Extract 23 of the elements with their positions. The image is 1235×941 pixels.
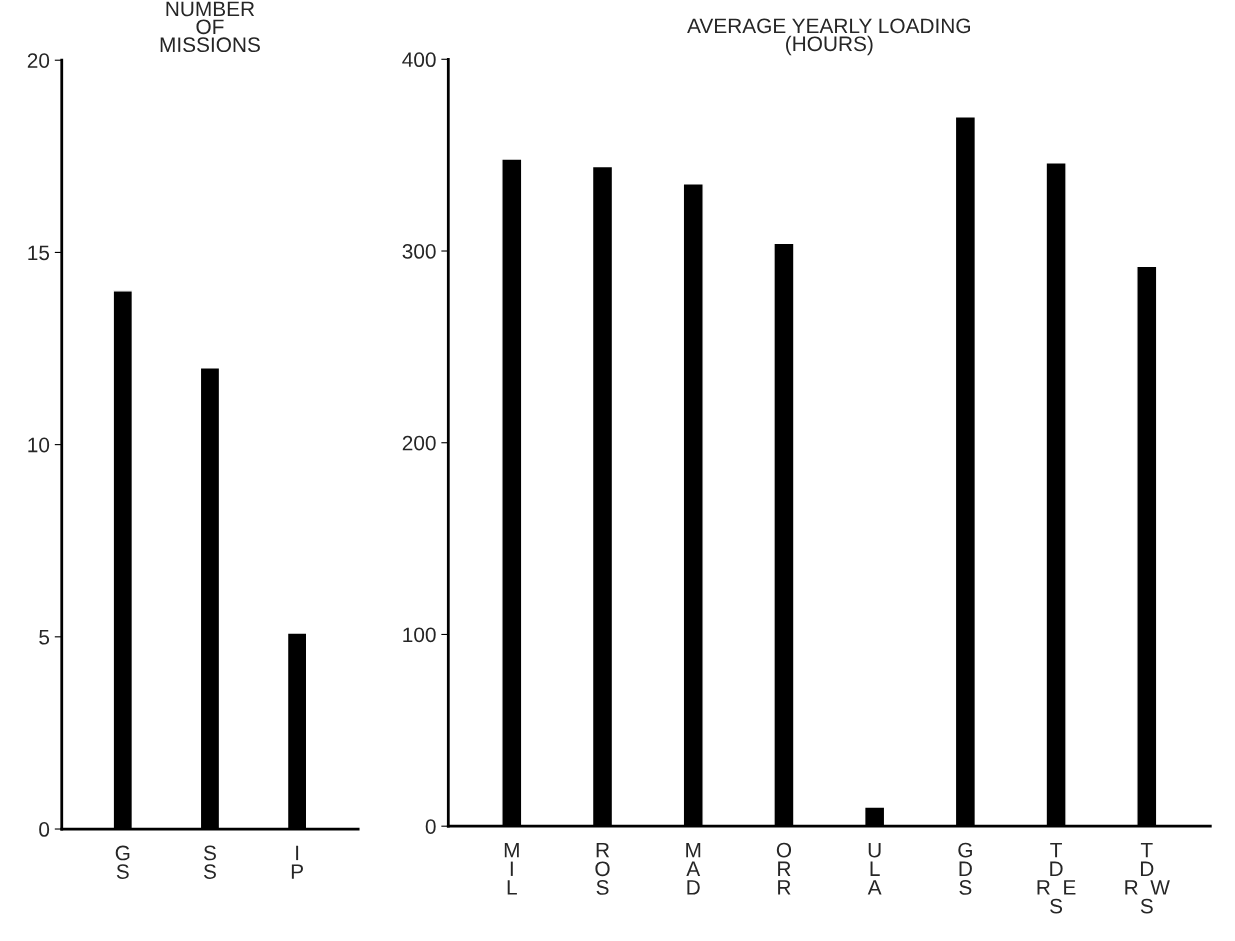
x-tick-label: O R R <box>776 842 792 895</box>
x-tick-label: G S <box>115 845 130 879</box>
y-tick-label: 5 <box>39 630 50 645</box>
y-tick-label: 100 <box>403 627 436 643</box>
y-tick-label: 10 <box>28 437 50 453</box>
x-tick-label: G D S <box>958 842 972 895</box>
y-tick-label: 15 <box>28 245 50 261</box>
y-tick-label: 0 <box>425 819 436 834</box>
x-tick-label: S S <box>203 845 216 879</box>
x-tick-label: I P <box>291 845 303 879</box>
y-tick-label: 0 <box>39 822 50 837</box>
x-tick-label: M A D <box>686 842 701 895</box>
x-tick-label: T D R W S <box>1125 842 1170 914</box>
x-tick-label: R O S <box>595 842 610 895</box>
chart-title: NUMBER OF MISSIONS <box>160 1 260 53</box>
x-tick-label: U L A <box>867 842 882 895</box>
x-tick-label: M I L <box>504 842 519 895</box>
chart-title: AVERAGE YEARLY LOADING (HOURS) <box>687 18 970 56</box>
y-tick-label: 400 <box>402 52 436 68</box>
y-tick-label: 300 <box>402 244 436 259</box>
y-tick-label: 200 <box>402 435 436 451</box>
x-tick-label: T D R E S <box>1037 842 1076 914</box>
y-tick-label: 20 <box>27 53 50 68</box>
